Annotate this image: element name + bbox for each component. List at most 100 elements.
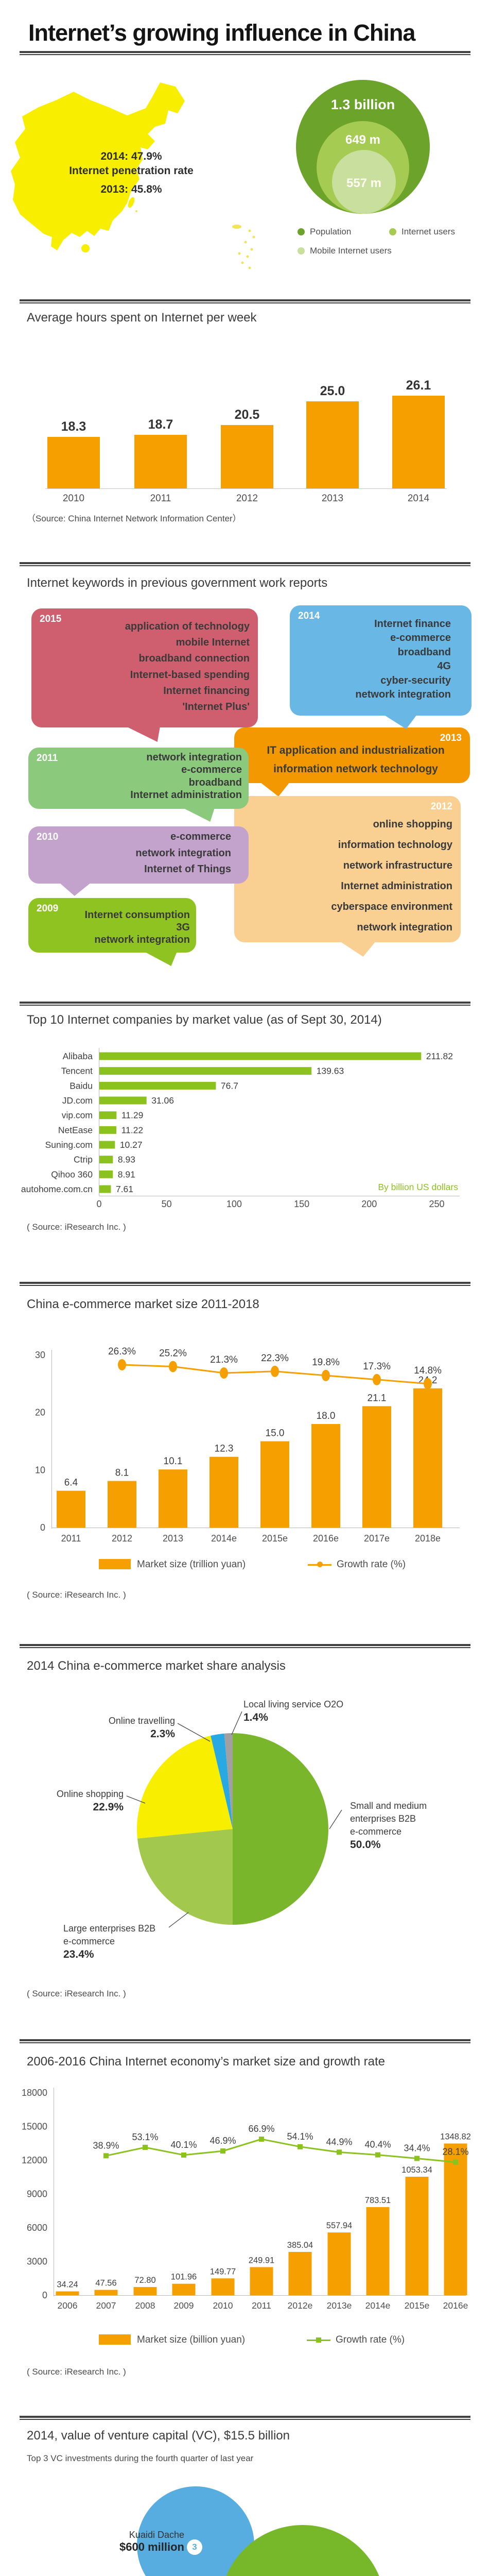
bar-value: 8.1 [115, 1468, 129, 1479]
bar-2016e [311, 1423, 340, 1528]
bar-value: 101.96 [171, 2273, 197, 2282]
pie-label-large-pct: 23.4% [63, 1948, 94, 1960]
growth-dot [373, 1374, 381, 1385]
x-tick-label: 100 [226, 1199, 242, 1209]
vc-amount: $600 million [119, 2540, 184, 2553]
economy-chart-title: 2006-2016 China Internet economy’s marke… [27, 2055, 385, 2069]
bar-2018e [413, 1388, 442, 1528]
bar-JD.com [99, 1096, 147, 1105]
keyword-bubble-2011: 2011 network integration e-commerce broadba… [28, 748, 249, 822]
growth-dot [169, 1361, 177, 1372]
bar-value: 12.3 [215, 1444, 234, 1454]
bubble-keywords: IT application and industrialization info… [234, 741, 470, 778]
bar-value: 557.94 [326, 2221, 352, 2230]
bar-value: 18.7 [148, 417, 173, 432]
china-map-shape [11, 82, 185, 250]
mobile-users-circle [332, 150, 396, 214]
keyword-item: 'Internet Plus' [182, 701, 250, 713]
pie-label-o2o-pct: 1.4% [243, 1711, 268, 1723]
growth-dot [271, 1365, 279, 1377]
company-label: Ctrip [74, 1155, 93, 1165]
bar-value: 249.91 [249, 2256, 274, 2265]
company-label: Suning.com [45, 1140, 93, 1150]
keyword-item: Internet administration [130, 789, 242, 801]
keyword-item: network integration [94, 934, 190, 945]
divider [20, 562, 470, 566]
ecommerce-legend-growth: Growth rate (%) [308, 1559, 406, 1570]
ecommerce-legend-market-size-label: Market size (trillion yuan) [137, 1559, 246, 1570]
keyword-item: e-commerce [181, 764, 242, 776]
keyword-item: Internet consumption [84, 909, 190, 921]
bar-value: 11.22 [121, 1125, 144, 1135]
bar-value: 1348.82 [440, 2132, 471, 2142]
bar-value: 76.7 [221, 1080, 238, 1091]
bar-value: 385.04 [287, 2241, 313, 2250]
y-tick-label: 6000 [27, 2223, 47, 2233]
bubble-keywords: Internet consumption 3G network integratio… [28, 909, 196, 946]
pie-label-large: Large enterprises B2B e-commerce 23.4% [63, 1922, 177, 1961]
x-tick-label: 2011 [61, 1533, 81, 1544]
pie-label-shopping-pct: 22.9% [93, 1801, 124, 1813]
hours-chart-title: Average hours spent on Internet per week [27, 311, 257, 325]
growth-marker [337, 2149, 342, 2155]
y-tick-label: 3000 [27, 2257, 47, 2267]
pie-label-travelling-name: Online travelling [108, 1716, 175, 1726]
population-value: 1.3 billion [330, 97, 395, 112]
x-tick-label: 2013 [163, 1533, 183, 1544]
y-tick-label: 30 [35, 1350, 45, 1360]
growth-marker [143, 2144, 148, 2150]
x-tick-label: 2008 [135, 2300, 155, 2311]
pie-label-shopping: Online shopping 22.9% [28, 1788, 124, 1814]
bubble-tail [126, 726, 160, 742]
vc-company-name: Kuaidi Dache [129, 2530, 184, 2540]
growth-value: 19.8% [312, 1357, 340, 1368]
x-tick-label: 2007 [96, 2300, 116, 2311]
keyword-item: Internet-based spending [130, 669, 250, 681]
top10-chart-title: Top 10 Internet companies by market valu… [27, 1013, 382, 1027]
keyword-item: cyberspace environment [331, 901, 452, 912]
growth-marker [103, 2153, 109, 2159]
bubble-year: 2014 [298, 611, 320, 621]
growth-value: 53.1% [132, 2132, 158, 2142]
hours-chart: 18.3 2010 18.7 2011 20.5 2012 25.0 2013 26.1 2014 [45, 378, 447, 504]
bar-value: 1053.34 [401, 2165, 432, 2175]
y-tick-label: 9000 [27, 2189, 47, 2199]
bar-value: 72.80 [134, 2276, 155, 2285]
bar-value: 20.5 [235, 408, 260, 422]
bar-value: 26.1 [406, 378, 431, 393]
company-label: Tencent [61, 1066, 93, 1076]
bar-Alibaba [99, 1052, 422, 1060]
x-tick-label: 2010 [213, 2300, 233, 2311]
share-chart-source: ( Source: iResearch Inc. ) [27, 1989, 126, 1998]
growth-value: 26.3% [108, 1346, 136, 1357]
x-tick-label: 2006 [58, 2300, 78, 2311]
y-tick-label: 18000 [22, 2088, 47, 2098]
growth-marker [453, 2159, 458, 2165]
growth-dot [118, 1359, 126, 1370]
bar-2009 [172, 2283, 196, 2295]
bar-value: 10.1 [164, 1456, 183, 1467]
bar-Baidu [99, 1081, 216, 1090]
keyword-item: cyber-security [380, 674, 451, 686]
x-tick-label: 2016e [313, 1533, 339, 1544]
growth-value: 40.4% [364, 2140, 391, 2150]
bubble-keywords: e-commerce network integration Internet of… [28, 829, 249, 878]
top10-chart-source: ( Source: iResearch Inc. ) [27, 1222, 126, 1232]
bubble-tail [183, 808, 215, 822]
leader-line [329, 1809, 342, 1829]
keyword-item: Internet finance [374, 618, 451, 630]
market-size-swatch-icon [99, 2334, 131, 2345]
bubble-year: 2015 [40, 614, 62, 624]
bar-value: 21.1 [368, 1393, 387, 1403]
penetration-2013: 2013: 45.8% [100, 183, 162, 195]
keyword-bubble-2012: 2012 online shopping information technolog… [234, 796, 461, 957]
legend-population-label: Population [310, 227, 352, 236]
x-tick-label: 2014e [211, 1533, 237, 1544]
x-tick-label: 2012 [112, 1533, 132, 1544]
keyword-item: Internet administration [341, 880, 452, 892]
keyword-item: e-commerce [170, 831, 231, 842]
growth-marker [181, 2152, 186, 2158]
bar-value: 31.06 [151, 1095, 174, 1106]
market-size-swatch-icon [99, 1559, 131, 1569]
